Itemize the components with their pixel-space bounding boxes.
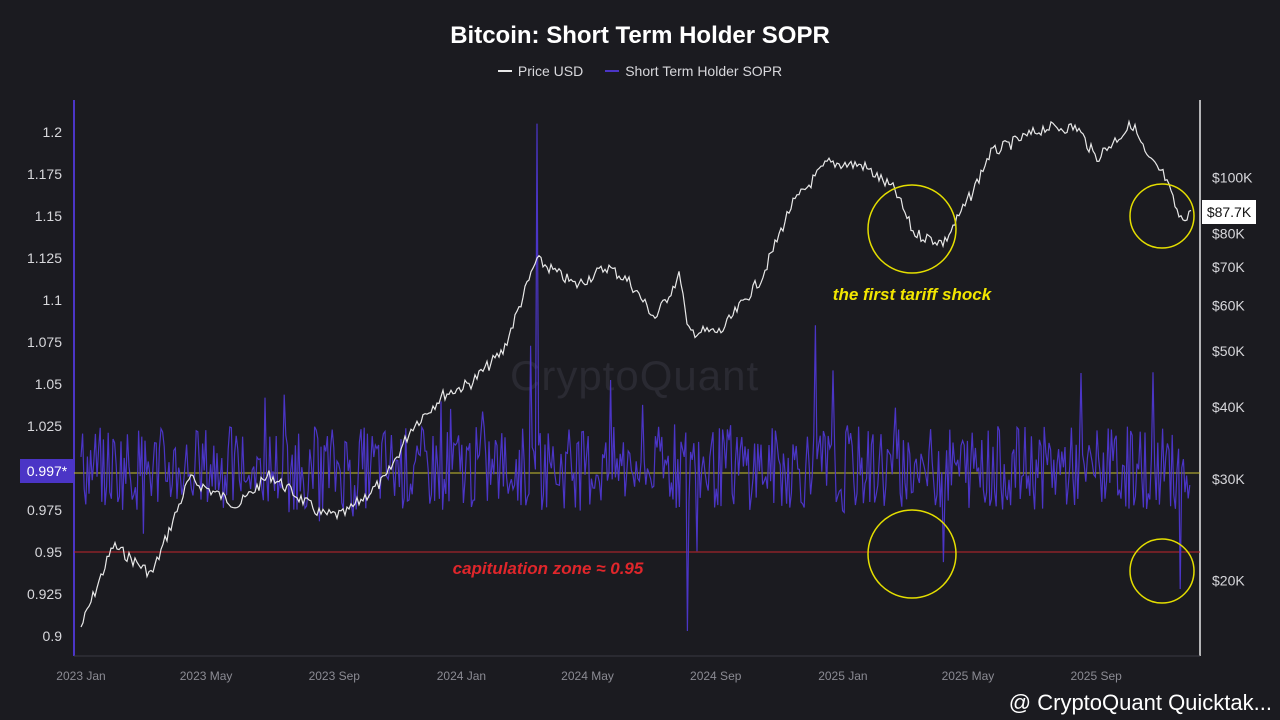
legend-swatch-price [497, 70, 512, 72]
x-tick-label: 2023 Sep [309, 669, 361, 683]
x-tick-label: 2024 Jan [437, 669, 486, 683]
legend-swatch-sopr [605, 70, 620, 72]
legend-item-sopr[interactable]: Short Term Holder SOPR [605, 63, 782, 79]
left-tick-label: 1.075 [27, 334, 62, 350]
annotation-capitulation-zone: capitulation zone ≈ 0.95 [453, 559, 644, 578]
price-series-line[interactable] [80, 119, 1192, 628]
right-tick-label: $100K [1212, 170, 1253, 186]
highlight-circle-tariff-price [867, 184, 957, 274]
left-tick-label: 0.925 [27, 586, 62, 602]
highlight-circle-tariff-sopr [867, 509, 957, 599]
svg-text:0.997*: 0.997* [27, 463, 68, 479]
right-tick-label: $70K [1212, 259, 1245, 275]
left-tick-label: 1.15 [35, 208, 62, 224]
right-tick-label: $20K [1212, 573, 1245, 589]
chart-legend: Price USD Short Term Holder SOPR [0, 63, 1280, 79]
annotation-tariff-shock: the first tariff shock [833, 285, 993, 304]
left-tick-label: 1.2 [43, 124, 63, 140]
x-tick-label: 2025 May [942, 669, 995, 683]
chart-title: Bitcoin: Short Term Holder SOPR [450, 22, 830, 49]
x-tick-label: 2025 Jan [818, 669, 867, 683]
x-tick-label: 2023 May [180, 669, 233, 683]
price-current-value-tag: $87.7K [1202, 200, 1256, 224]
legend-item-price[interactable]: Price USD [497, 63, 584, 79]
left-tick-label: 0.95 [35, 544, 62, 560]
right-tick-label: $30K [1212, 471, 1245, 487]
sopr-current-value-tag: 0.997* [20, 459, 74, 483]
x-tick-label: 2024 Sep [690, 669, 742, 683]
left-tick-label: 1.175 [27, 166, 62, 182]
right-tick-label: $80K [1212, 225, 1245, 241]
svg-text:$87.7K: $87.7K [1207, 204, 1252, 220]
left-tick-label: 1.1 [43, 292, 63, 308]
legend-label-price: Price USD [517, 63, 584, 79]
highlight-circle-recent-price [1129, 183, 1195, 249]
highlight-circle-recent-sopr [1129, 538, 1195, 604]
left-tick-label: 0.975 [27, 502, 62, 518]
left-tick-label: 1.05 [35, 376, 62, 392]
right-tick-label: $60K [1212, 297, 1245, 313]
x-tick-label: 2023 Jan [56, 669, 105, 683]
right-tick-label: $40K [1212, 399, 1245, 415]
x-tick-label: 2024 May [561, 669, 614, 683]
left-tick-label: 0.9 [43, 628, 63, 644]
x-tick-label: 2025 Sep [1070, 669, 1122, 683]
right-tick-label: $50K [1212, 343, 1245, 359]
left-tick-label: 1.025 [27, 418, 62, 434]
legend-label-sopr: Short Term Holder SOPR [625, 63, 783, 79]
footer-attribution: @ CryptoQuant Quicktak... [1008, 690, 1272, 715]
sopr-series-line[interactable] [80, 123, 1191, 632]
left-tick-label: 1.125 [27, 250, 62, 266]
